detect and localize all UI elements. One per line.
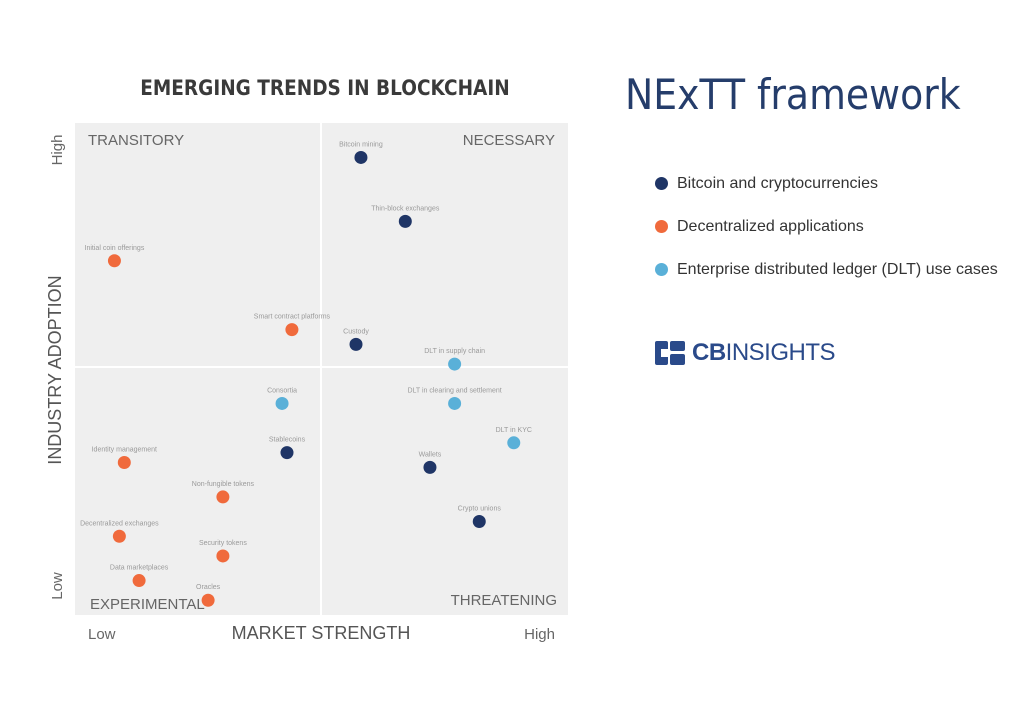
legend-item: Bitcoin and cryptocurrencies — [655, 162, 998, 205]
data-point-decentralized-exchanges — [112, 529, 126, 543]
data-point-dlt-in-kyc — [507, 436, 521, 450]
y-tick-low: Low — [49, 572, 66, 600]
point-label-dlt-in-clearing-and-settlement: DLT in clearing and settlement — [407, 387, 501, 394]
quadrant-label-necessary: NECESSARY — [463, 132, 555, 149]
legend-item: Decentralized applications — [655, 205, 998, 248]
point-label-bitcoin-mining: Bitcoin mining — [339, 141, 383, 148]
x-axis-label: MARKET STRENGTH — [232, 623, 411, 643]
legend-label: Bitcoin and cryptocurrencies — [677, 174, 878, 192]
logo-text-cb: CB — [692, 339, 726, 366]
data-point-custody — [349, 337, 363, 351]
data-point-consortia — [275, 396, 289, 410]
point-label-wallets: Wallets — [419, 451, 442, 458]
logo-text-insights: INSIGHTS — [725, 339, 836, 366]
legend-dot-icon — [655, 177, 668, 190]
legend-dot-icon — [655, 220, 668, 233]
x-tick-high: High — [524, 626, 555, 643]
point-label-dlt-in-kyc: DLT in KYC — [496, 427, 532, 434]
data-point-smart-contract-platforms — [285, 323, 299, 337]
data-points: Bitcoin mining Thin-block exchanges Custod… — [80, 141, 532, 607]
point-label-decentralized-exchanges: Decentralized exchanges — [80, 520, 159, 527]
legend-dot-icon — [655, 263, 668, 276]
point-label-oracles: Oracles — [196, 584, 221, 591]
data-point-security-tokens — [216, 549, 230, 563]
legend-item: Enterprise distributed ledger (DLT) use … — [655, 248, 998, 291]
data-point-non-fungible-tokens — [216, 490, 230, 504]
data-point-initial-coin-offerings — [107, 254, 121, 268]
y-tick-high: High — [49, 135, 66, 166]
legend-label: Enterprise distributed ledger (DLT) use … — [677, 260, 998, 278]
quadrant-bottom-right — [322, 368, 568, 615]
data-point-crypto-unions — [472, 515, 486, 529]
quadrant-backgrounds — [75, 123, 568, 615]
point-label-initial-coin-offerings: Initial coin offerings — [85, 245, 145, 252]
point-label-data-marketplaces: Data marketplaces — [110, 565, 169, 572]
data-point-dlt-in-clearing-and-settlement — [448, 396, 462, 410]
chart-title: EMERGING TRENDS IN BLOCKCHAIN — [140, 76, 510, 100]
point-label-security-tokens: Security tokens — [199, 540, 247, 547]
x-tick-low: Low — [88, 626, 116, 643]
point-label-stablecoins: Stablecoins — [269, 437, 306, 444]
point-label-identity-management: Identity management — [92, 446, 157, 453]
data-point-dlt-in-supply-chain — [448, 357, 462, 371]
quadrant-label-threatening: THREATENING — [451, 592, 557, 609]
data-point-wallets — [423, 460, 437, 474]
point-label-non-fungible-tokens: Non-fungible tokens — [192, 481, 255, 488]
data-point-identity-management — [117, 455, 131, 469]
quadrant-top-left — [75, 123, 320, 366]
data-point-oracles — [201, 593, 215, 607]
point-label-custody: Custody — [343, 328, 369, 335]
point-label-smart-contract-platforms: Smart contract platforms — [254, 314, 331, 321]
scatter-chart: TRANSITORY NECESSARY EXPERIMENTAL THREAT… — [45, 123, 568, 643]
quadrant-label-transitory: TRANSITORY — [88, 132, 184, 149]
data-point-stablecoins — [280, 446, 294, 460]
data-point-data-marketplaces — [132, 574, 146, 588]
y-axis-label: INDUSTRY ADOPTION — [45, 275, 65, 464]
point-label-crypto-unions: Crypto unions — [458, 506, 502, 513]
quadrant-label-experimental: EXPERIMENTAL — [90, 596, 205, 613]
cbinsights-logo-icon — [655, 341, 685, 365]
point-label-thin-block-exchanges: Thin-block exchanges — [371, 205, 440, 212]
framework-title: NExTT framework — [625, 70, 961, 119]
point-label-consortia: Consortia — [267, 387, 297, 394]
legend: Bitcoin and cryptocurrencies Decentralize… — [655, 162, 998, 291]
data-point-bitcoin-mining — [354, 150, 368, 164]
legend-label: Decentralized applications — [677, 217, 864, 235]
data-point-thin-block-exchanges — [398, 214, 412, 228]
point-label-dlt-in-supply-chain: DLT in supply chain — [424, 348, 485, 355]
cbinsights-logo: CBINSIGHTS — [655, 339, 836, 367]
